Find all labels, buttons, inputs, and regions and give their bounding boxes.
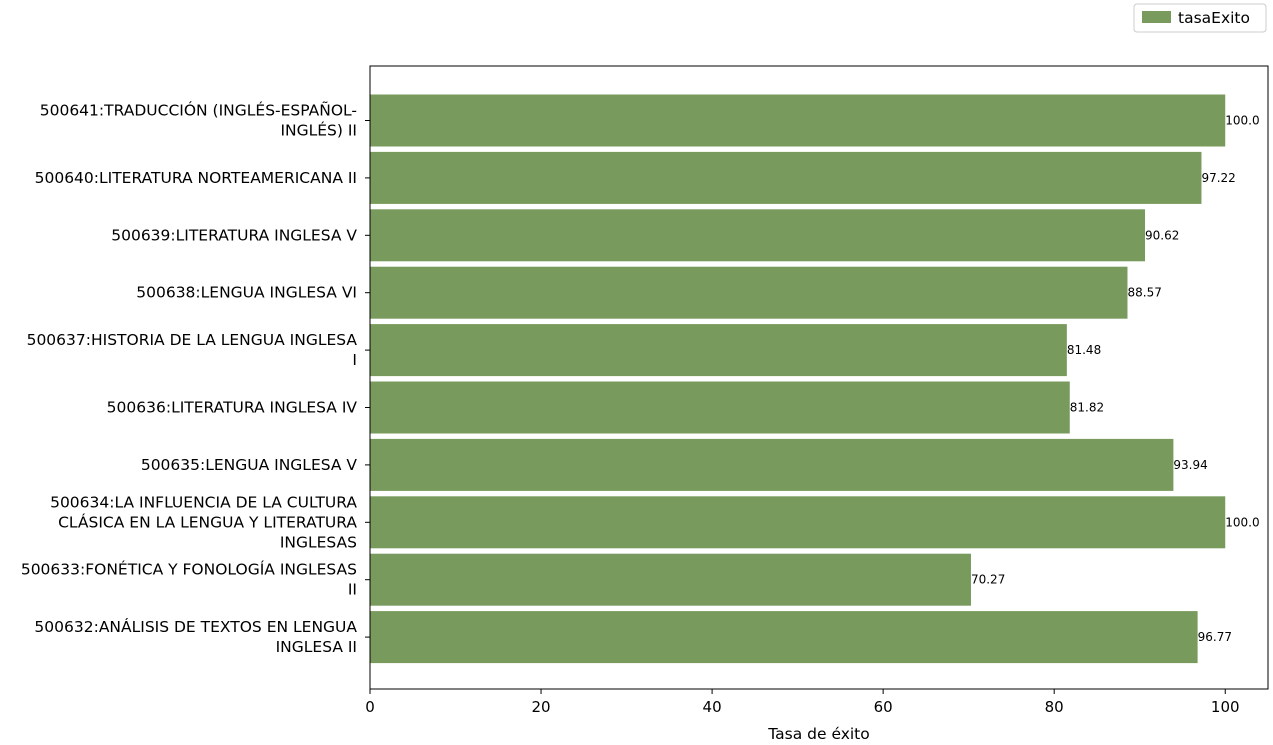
x-axis-label: Tasa de éxito — [767, 725, 870, 743]
data-label: 97.22 — [1201, 171, 1235, 185]
y-tick-label: 500634:LA INFLUENCIA DE LA CULTURA CLÁSIC… — [50, 493, 357, 551]
y-tick-label: 500636:LITERATURA INGLESA IV — [107, 399, 358, 417]
y-tick-label: 500640:LITERATURA NORTEAMERICANA II — [35, 169, 357, 187]
x-tick-label: 100 — [1211, 698, 1240, 716]
value-labels-layer: 100.0 97.22 90.62 88.57 81.48 81.82 93.94 100.0… — [971, 114, 1260, 645]
bars-layer — [370, 94, 1226, 664]
y-tick-label: 500635:LENGUA INGLESA V — [141, 456, 358, 474]
legend-swatch — [1142, 11, 1171, 23]
x-tick-label: 40 — [703, 698, 722, 716]
data-label: 100.0 — [1225, 114, 1259, 128]
x-tick-label: 0 — [365, 698, 375, 716]
data-label: 88.57 — [1127, 286, 1161, 300]
data-label: 100.0 — [1225, 515, 1259, 529]
x-tick-label: 60 — [874, 698, 893, 716]
plot-frame — [369, 65, 1269, 690]
bar — [370, 438, 1174, 491]
y-tick-label: 500633:FONÉTICA Y FONOLOGÍA INGLESAS II — [21, 560, 357, 599]
bar — [370, 611, 1198, 664]
data-label: 81.48 — [1067, 343, 1101, 357]
bar — [370, 266, 1128, 319]
y-tick-label: 500638:LENGUA INGLESA VI — [136, 284, 357, 302]
bar — [370, 496, 1226, 549]
y-tick-label: 500632:ANÁLISIS DE TEXTOS EN LENGUA INGLE… — [34, 617, 357, 656]
bar — [370, 209, 1146, 262]
x-tick-label: 20 — [532, 698, 551, 716]
x-tick-label: 80 — [1045, 698, 1064, 716]
x-axis: 0 20 40 60 80 100 — [365, 689, 1240, 716]
bar — [370, 553, 971, 606]
bar — [370, 94, 1226, 147]
data-label: 90.62 — [1145, 228, 1179, 242]
data-label: 93.94 — [1173, 458, 1207, 472]
y-tick-label: 500641:TRADUCCIÓN (INGLÉS-ESPAÑOL-INGLÉS… — [40, 101, 357, 140]
legend: tasaExito — [1133, 3, 1267, 33]
y-tick-label: 500639:LITERATURA INGLESA V — [111, 226, 357, 244]
y-tick-label: 500637:HISTORIA DE LA LENGUA INGLESA I — [27, 331, 358, 369]
bar — [370, 381, 1070, 434]
data-label: 70.27 — [971, 573, 1005, 587]
bar — [370, 151, 1202, 204]
bar — [370, 324, 1067, 377]
legend-label: tasaExito — [1178, 9, 1250, 27]
y-axis: 500641:TRADUCCIÓN (INGLÉS-ESPAÑOL-INGLÉS… — [21, 101, 370, 656]
data-label: 81.82 — [1070, 401, 1104, 415]
data-label: 96.77 — [1198, 630, 1232, 644]
